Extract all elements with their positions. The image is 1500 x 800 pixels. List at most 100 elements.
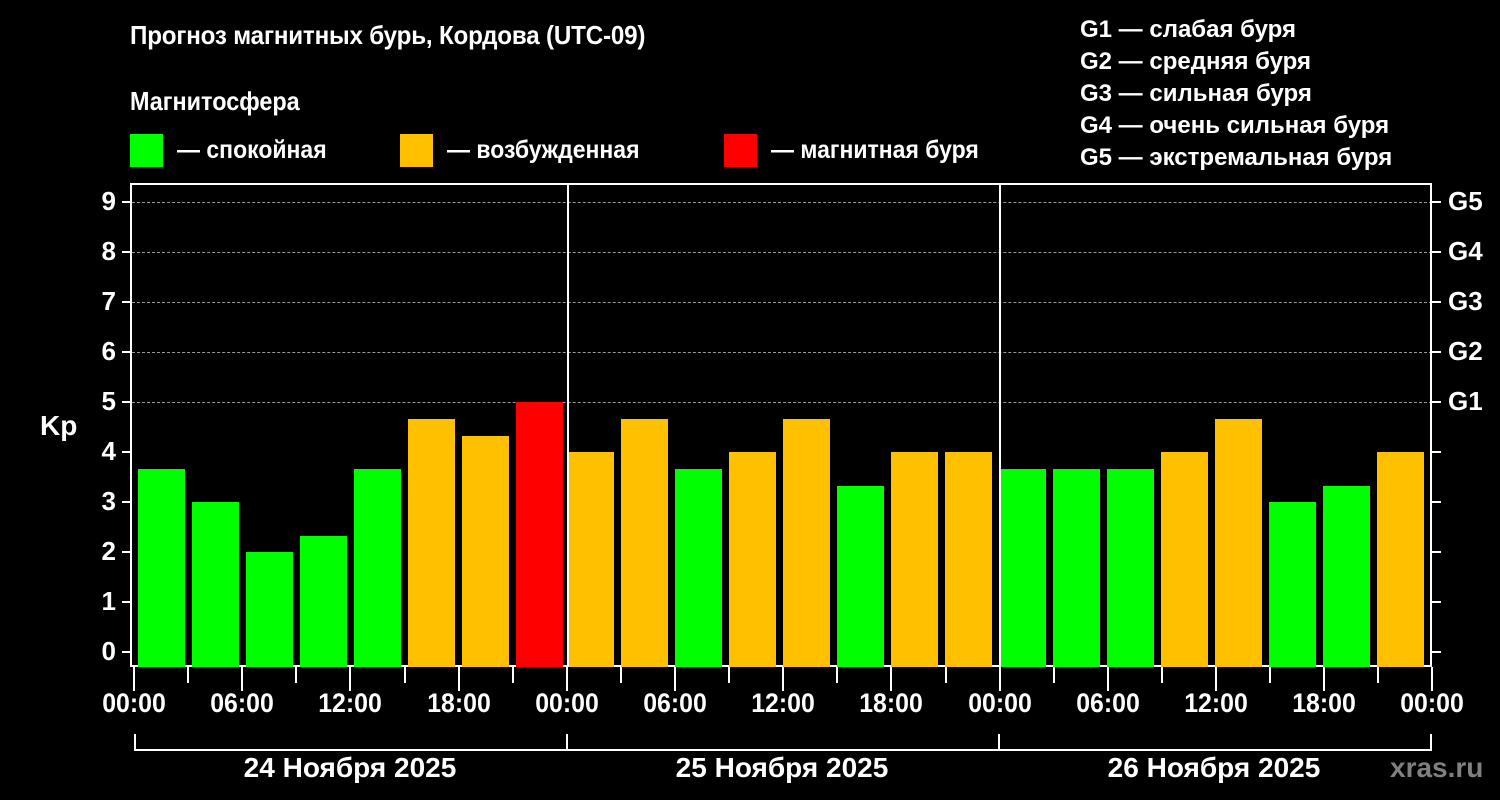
- x-tick-major: [457, 667, 460, 691]
- y-tick-right: [1432, 201, 1441, 203]
- x-tick-label: 00:00: [967, 688, 1032, 718]
- x-tick-minor: [836, 667, 839, 683]
- kp-bar: [1323, 485, 1370, 667]
- day-separator: [999, 183, 1001, 667]
- legend-swatch-calm: [130, 134, 163, 167]
- kp-bar: [621, 418, 668, 667]
- x-tick-major: [565, 667, 568, 691]
- x-tick-label: 18:00: [1292, 688, 1356, 718]
- chart-title: Прогноз магнитных бурь, Кордова (UTC-09): [130, 20, 646, 50]
- x-tick-label: 00:00: [1400, 688, 1465, 718]
- plot-area: [130, 183, 1432, 667]
- y-tick-right: [1432, 251, 1441, 253]
- kp-bar: [1053, 468, 1100, 667]
- y-tick-label: 2: [101, 536, 116, 566]
- g-scale-label: G4: [1448, 236, 1483, 266]
- x-tick-minor: [944, 667, 947, 683]
- x-tick-label: 12:00: [751, 688, 815, 718]
- x-tick-label: 18:00: [426, 688, 491, 718]
- storm-scale-g3: G3 — сильная буря: [1080, 80, 1312, 107]
- day-separator: [567, 183, 569, 667]
- kp-bar: [999, 468, 1046, 667]
- x-tick-minor: [1269, 667, 1272, 683]
- kp-bar: [516, 402, 563, 667]
- x-tick-major: [782, 667, 785, 691]
- legend-swatch-excited: [400, 134, 433, 167]
- kp-bar: [783, 418, 830, 667]
- g-scale-label: G5: [1448, 186, 1483, 216]
- kp-bar: [729, 452, 776, 667]
- legend-label: — магнитная буря: [771, 136, 979, 164]
- gridline: [132, 202, 1432, 203]
- storm-scale-g4: G4 — очень сильная буря: [1080, 112, 1390, 139]
- y-tick-label: 0: [101, 636, 116, 666]
- x-tick-major: [241, 667, 244, 691]
- kp-bar: [192, 502, 239, 667]
- kp-bar: [837, 485, 884, 667]
- y-axis-label: Kp: [40, 410, 78, 441]
- chart-subtitle: Магнитосфера: [130, 86, 300, 116]
- y-tick-right: [1432, 651, 1441, 653]
- x-tick-label: 18:00: [859, 688, 924, 718]
- kp-bar: [1161, 452, 1208, 667]
- x-tick-major: [1323, 667, 1326, 691]
- gridline: [132, 352, 1432, 353]
- kp-bar: [567, 452, 614, 667]
- day-label: 26 Ноября 2025: [1107, 752, 1321, 783]
- y-tick: [122, 551, 130, 553]
- kp-bar: [1377, 452, 1424, 667]
- y-tick-label: 9: [101, 186, 116, 216]
- y-tick: [122, 401, 130, 403]
- x-tick-label: 06:00: [1076, 688, 1140, 718]
- x-tick-minor: [295, 667, 298, 683]
- y-tick: [122, 501, 130, 503]
- day-bracket-tick: [1430, 734, 1432, 751]
- watermark: xras.ru: [1390, 752, 1484, 783]
- y-tick-right: [1432, 501, 1441, 503]
- kp-bar: [462, 435, 509, 667]
- x-tick-major: [1431, 667, 1434, 691]
- storm-scale-g2: G2 — средняя буря: [1080, 48, 1311, 75]
- g-scale-label: G2: [1448, 336, 1483, 366]
- gridline: [132, 402, 1432, 403]
- legend-swatch-storm: [724, 134, 757, 167]
- x-tick-minor: [1052, 667, 1055, 683]
- x-tick-label: 00:00: [535, 688, 599, 718]
- y-tick-right: [1432, 551, 1441, 553]
- day-label: 24 Ноября 2025: [243, 752, 457, 783]
- y-tick: [122, 451, 130, 453]
- day-bracket: [134, 734, 1432, 751]
- x-tick-major: [349, 667, 352, 691]
- legend-item-calm: — спокойная: [130, 134, 340, 167]
- storm-scale-legend: G1 — слабая буря G2 — средняя буря G3 — …: [1080, 14, 1392, 174]
- day-bracket-tick: [134, 734, 136, 751]
- y-tick-right: [1432, 451, 1441, 453]
- legend-item-storm: — магнитная буря: [724, 134, 997, 167]
- x-tick-minor: [511, 667, 514, 683]
- x-tick-minor: [728, 667, 731, 683]
- kp-bar: [246, 552, 293, 667]
- kp-bar: [300, 535, 347, 667]
- x-tick-label: 00:00: [102, 688, 166, 718]
- g-scale-label: G1: [1448, 386, 1483, 416]
- y-tick-right: [1432, 601, 1441, 603]
- g-scale-label: G3: [1448, 286, 1483, 316]
- y-tick-label: 7: [101, 286, 116, 316]
- x-tick-major: [998, 667, 1001, 691]
- y-tick-right: [1432, 401, 1441, 403]
- storm-scale-g5: G5 — экстремальная буря: [1080, 144, 1393, 171]
- x-tick-major: [1215, 667, 1217, 691]
- y-tick-label: 5: [101, 386, 116, 416]
- day-bracket-tick: [566, 734, 568, 751]
- kp-bar: [1215, 418, 1262, 667]
- y-tick-label: 8: [101, 236, 116, 266]
- y-tick: [122, 651, 130, 653]
- x-tick-label: 12:00: [1184, 688, 1248, 718]
- gridline: [132, 252, 1432, 253]
- legend-label: — возбужденная: [447, 136, 640, 164]
- y-tick: [122, 201, 130, 203]
- x-tick-minor: [619, 667, 622, 683]
- kp-bar: [354, 468, 401, 667]
- x-tick-major: [890, 667, 893, 691]
- y-tick-label: 1: [101, 586, 116, 616]
